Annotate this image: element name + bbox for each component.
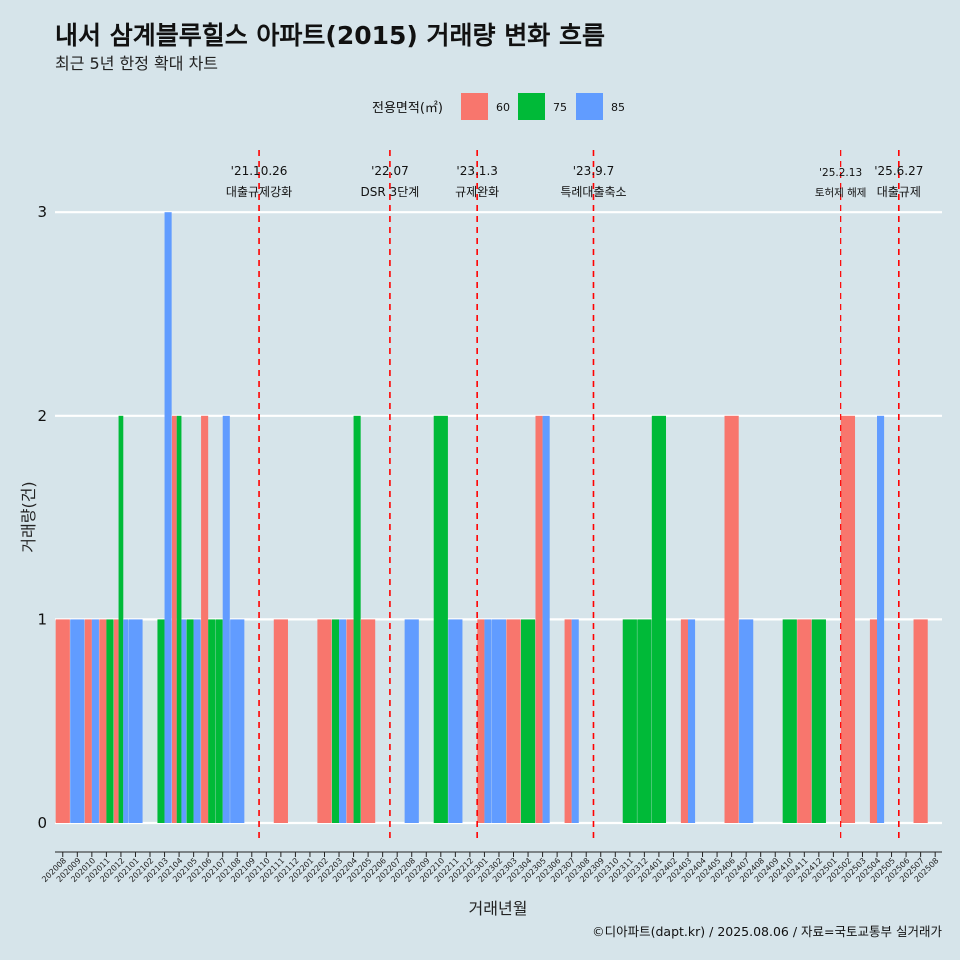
bar-202303-60 xyxy=(506,619,521,823)
bar-202304-75 xyxy=(520,619,536,823)
chart-title: 내서 삼계블루힐스 아파트(2015) 거래량 변화 흐름 xyxy=(55,21,605,50)
legend-label-60: 60 xyxy=(496,101,510,114)
bar-202103-85 xyxy=(164,212,172,823)
bar-202009-85 xyxy=(70,619,85,823)
bar-202105-85 xyxy=(193,619,201,823)
legend-title: 전용면적(㎡) xyxy=(372,101,443,116)
y-tick-0: 0 xyxy=(37,814,47,832)
bar-202106-75 xyxy=(208,619,216,823)
bar-202504-60 xyxy=(869,619,878,823)
y-tick-2: 2 xyxy=(37,407,47,425)
event-label-202502: 토허제 해제 xyxy=(815,186,867,199)
event-lines: '21.10.26 대출규제강화 '22.07 DSR 3단계 '23.1.3 규제완화 '… xyxy=(226,150,923,842)
event-date-202301: '23.1.3 xyxy=(456,164,497,178)
bar-202204-75 xyxy=(353,415,361,823)
bar-202307-60 xyxy=(564,619,572,823)
event-label-202110: 대출규제강화 xyxy=(226,185,292,199)
bar-202202-60 xyxy=(317,619,332,823)
bar-202105-75 xyxy=(186,619,194,823)
bar-202504-85 xyxy=(877,415,885,823)
bar-202312-75 xyxy=(637,619,652,823)
legend-label-85: 85 xyxy=(611,101,625,114)
event-date-202207: '22.07 xyxy=(371,164,409,178)
event-label-202506: 대출규제 xyxy=(877,185,921,199)
bar-202412-75 xyxy=(811,619,826,823)
bar-202010-60 xyxy=(84,619,92,823)
caption: ©디아파트(dapt.kr) / 2025.08.06 / 자료=국토교통부 실… xyxy=(592,924,942,939)
bar-202305-60 xyxy=(535,415,543,823)
y-tick-1: 1 xyxy=(37,610,47,628)
bar-202305-85 xyxy=(542,415,550,823)
legend: 전용면적(㎡) 60 75 85 xyxy=(372,93,625,120)
bar-202401-75 xyxy=(651,415,667,823)
bar-202411-60 xyxy=(797,619,812,823)
bar-202104-75 xyxy=(176,415,182,823)
bar-202208-85 xyxy=(404,619,419,823)
bar-202210-75 xyxy=(433,415,448,823)
bar-202403-60 xyxy=(680,619,688,823)
event-date-202309: '23.9.7 xyxy=(573,164,614,178)
bar-202010-85 xyxy=(91,619,99,823)
event-label-202301: 규제완화 xyxy=(455,185,499,199)
bar-202012-85 xyxy=(123,619,129,823)
event-date-202110: '21.10.26 xyxy=(231,164,288,178)
bar-202203-85 xyxy=(339,619,347,823)
bar-202106-60 xyxy=(201,415,209,823)
bar-202011-60 xyxy=(99,619,107,823)
bar-202203-75 xyxy=(331,619,340,823)
event-label-202207: DSR 3단계 xyxy=(361,185,420,199)
bar-202410-75 xyxy=(782,619,797,823)
legend-key-75 xyxy=(518,93,545,120)
bar-202406-60 xyxy=(724,415,739,823)
bar-202012-60 xyxy=(113,619,119,823)
bar-202301-60 xyxy=(477,619,485,823)
y-axis-ticks: 0 1 2 3 xyxy=(37,203,47,832)
bar-202008-60 xyxy=(55,619,70,823)
bar-202307-85 xyxy=(571,619,579,823)
legend-key-85 xyxy=(576,93,603,120)
bar-202107-75 xyxy=(215,619,223,823)
legend-label-75: 75 xyxy=(553,101,567,114)
event-label-202309: 특례대출축소 xyxy=(560,185,626,199)
bar-202507-60 xyxy=(913,619,928,823)
bar-202205-60 xyxy=(361,619,376,823)
bar-202104-60 xyxy=(171,415,177,823)
event-date-202506: '25.6.27 xyxy=(874,164,923,178)
y-tick-3: 3 xyxy=(37,203,47,221)
event-date-202502: '25.2.13 xyxy=(819,167,862,179)
bar-202311-75 xyxy=(622,619,637,823)
bar-202407-85 xyxy=(739,619,754,823)
legend-key-60 xyxy=(461,93,488,120)
bar-202211-85 xyxy=(448,619,463,823)
bar-202108-85 xyxy=(230,619,245,823)
bar-202111-60 xyxy=(273,619,288,823)
x-axis: 2020082020092020102020112020122021012021… xyxy=(40,851,942,884)
bar-202107-85 xyxy=(222,415,230,823)
bar-202204-60 xyxy=(346,619,354,823)
bar-202502-60 xyxy=(840,415,856,823)
bars xyxy=(55,212,928,823)
bar-202403-85 xyxy=(687,619,696,823)
y-axis-label: 거래량(건) xyxy=(19,481,38,552)
bar-202103-75 xyxy=(157,619,165,823)
bar-202101-85 xyxy=(128,619,143,823)
bar-202011-75 xyxy=(106,619,114,823)
x-axis-label: 거래년월 xyxy=(469,899,528,918)
bar-202104-85 xyxy=(181,619,187,823)
chart-subtitle: 최근 5년 한정 확대 차트 xyxy=(55,54,218,73)
bar-202301-85 xyxy=(484,619,492,823)
bar-202302-85 xyxy=(491,619,507,823)
bar-202012-75 xyxy=(118,415,124,823)
